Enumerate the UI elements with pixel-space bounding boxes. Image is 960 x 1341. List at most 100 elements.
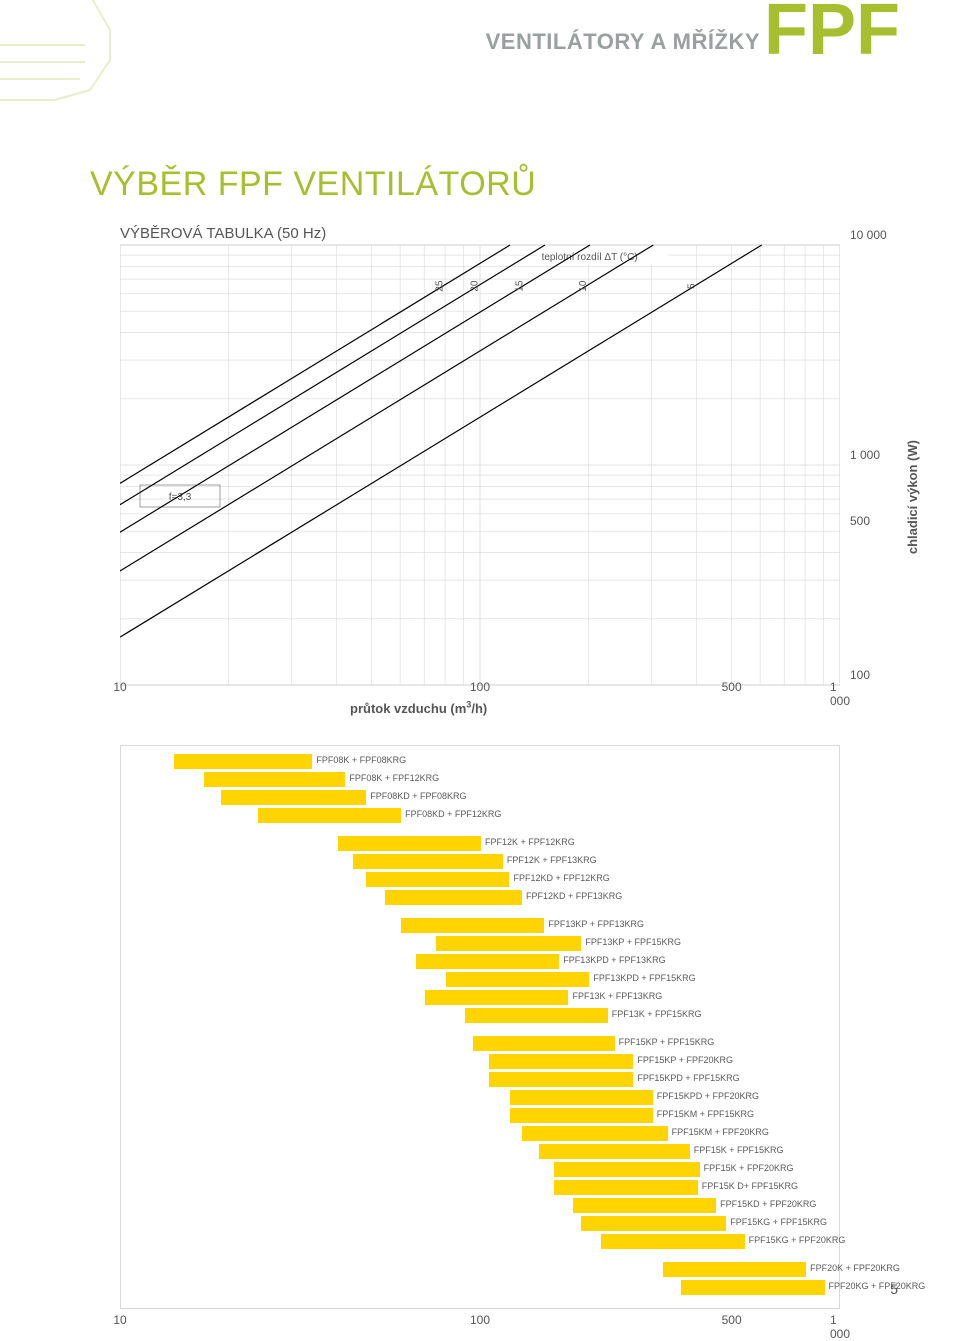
range-bar [681,1280,824,1295]
range-bar-label: FPF12K + FPF12KRG [485,837,575,847]
range-bar-label: FPF08KD + FPF12KRG [405,809,501,819]
product-range-row: FPF08KD + FPF12KRG [121,808,839,823]
bars-x-tick: 100 [470,1313,490,1327]
range-bar [489,1072,634,1087]
product-range-row: FPF15KM + FPF15KRG [121,1108,839,1123]
range-bar-label: FPF15K + FPF15KRG [694,1145,784,1155]
range-bar [663,1262,806,1277]
range-bar [554,1162,699,1177]
range-bar-label: FPF13K + FPF13KRG [572,991,662,1001]
range-bar [539,1144,690,1159]
y-tick: 100 [850,668,870,682]
page-header: VENTILÁTORY A MŘÍŽKY FPF [486,0,900,61]
product-range-row: FPF15KG + FPF15KRG [121,1216,839,1231]
range-bar [258,808,401,823]
product-range-row: FPF12K + FPF13KRG [121,854,839,869]
product-range-row: FPF20K + FPF20KRG [121,1262,839,1277]
range-bar [353,854,503,869]
range-bar-label: FPF13KPD + FPF15KRG [593,973,695,983]
product-range-row: FPF20KG + FPF20KRG [121,1280,839,1295]
page-number: 5 [890,1281,898,1297]
svg-text:f=3,3: f=3,3 [169,492,192,503]
range-bar-label: FPF13K + FPF15KRG [612,1009,702,1019]
range-bar [366,872,509,887]
product-range-row: FPF12K + FPF12KRG [121,836,839,851]
x-axis-title-text: průtok vzduchu (m3/h) [350,701,487,716]
product-range-row: FPF15KPD + FPF20KRG [121,1090,839,1105]
product-range-row: FPF15KG + FPF20KRG [121,1234,839,1249]
chart-svg: f=3,3teplotní rozdíl ΔT (°C)252015105 [120,235,840,695]
svg-text:teplotní rozdíl ΔT (°C): teplotní rozdíl ΔT (°C) [542,252,638,263]
y-tick: 500 [850,514,870,528]
range-bar [204,772,345,787]
product-range-bars: FPF08K + FPF08KRG FPF08K + FPF12KRG FPF08K… [120,745,840,1309]
product-range-row: FPF15KP + FPF20KRG [121,1054,839,1069]
product-range-row: FPF15KD + FPF20KRG [121,1198,839,1213]
range-bar-label: FPF20KG + FPF20KRG [829,1281,926,1291]
range-bar-label: FPF15KM + FPF20KRG [672,1127,769,1137]
range-bar [465,1008,608,1023]
range-bar [473,1036,615,1051]
bars-x-tick: 500 [722,1313,742,1327]
product-range-row: FPF13KP + FPF13KRG [121,918,839,933]
x-tick: 1 000 [830,680,850,708]
range-bar-label: FPF08KD + FPF08KRG [370,791,466,801]
range-bar [436,936,581,951]
product-range-row: FPF13KPD + FPF15KRG [121,972,839,987]
bars-x-tick: 10 [113,1313,126,1327]
range-bar-label: FPF12K + FPF13KRG [507,855,597,865]
range-bar [221,790,366,805]
range-bar-label: FPF12KD + FPF12KRG [514,873,610,883]
range-bar-label: FPF08K + FPF12KRG [349,773,439,783]
range-bar-label: FPF13KP + FPF13KRG [548,919,644,929]
y-axis-ticks: 10 0001 000500100 [850,235,910,695]
range-bar [489,1054,634,1069]
range-bar-label: FPF13KP + FPF15KRG [585,937,681,947]
range-bar-label: FPF15KP + FPF15KRG [619,1037,715,1047]
svg-text:15: 15 [515,280,526,292]
product-range-row: FPF15K + FPF15KRG [121,1144,839,1159]
range-bar [554,1180,697,1195]
svg-text:25: 25 [435,280,446,292]
y-tick: 1 000 [850,448,880,462]
range-bar [385,890,522,905]
range-bar [522,1126,668,1141]
range-bar [338,836,481,851]
header-category: VENTILÁTORY A MŘÍŽKY [486,29,760,61]
range-bar-label: FPF15K D+ FPF15KRG [702,1181,798,1191]
range-bar [573,1198,716,1213]
x-tick: 500 [722,680,742,694]
svg-text:5: 5 [686,283,697,289]
product-range-row: FPF13K + FPF13KRG [121,990,839,1005]
x-axis-title: průtok vzduchu (m3/h) [350,700,487,716]
range-bar [510,1090,653,1105]
selection-chart: f=3,3teplotní rozdíl ΔT (°C)252015105 [120,235,840,695]
product-range-row: FPF15KPD + FPF15KRG [121,1072,839,1087]
bars-x-tick: 1 000 [830,1313,850,1341]
range-bar-label: FPF12KD + FPF13KRG [526,891,622,901]
range-bar [601,1234,745,1249]
range-bar-label: FPF15KPD + FPF20KRG [657,1091,759,1101]
product-range-row: FPF08KD + FPF08KRG [121,790,839,805]
product-range-row: FPF13KP + FPF15KRG [121,936,839,951]
range-bar-label: FPF15KP + FPF20KRG [637,1055,733,1065]
range-bar-label: FPF13KPD + FPF13KRG [563,955,665,965]
decorative-vent-outline [0,0,120,130]
product-range-row: FPF13KPD + FPF13KRG [121,954,839,969]
range-bar [425,990,568,1005]
x-tick: 10 [113,680,126,694]
y-tick: 10 000 [850,228,887,242]
range-bar [446,972,589,987]
range-bar-label: FPF15KG + FPF15KRG [730,1217,827,1227]
product-range-row: FPF15K D+ FPF15KRG [121,1180,839,1195]
range-bar [416,954,559,969]
range-bar [174,754,313,769]
range-bar-label: FPF15KM + FPF15KRG [657,1109,754,1119]
range-bar [581,1216,726,1231]
header-series: FPF [764,0,900,61]
product-range-row: FPF12KD + FPF13KRG [121,890,839,905]
product-range-row: FPF08K + FPF08KRG [121,754,839,769]
product-range-row: FPF12KD + FPF12KRG [121,872,839,887]
page-title: VÝBĚR FPF VENTILÁTORŮ [90,165,536,204]
range-bar-label: FPF15KD + FPF20KRG [720,1199,816,1209]
